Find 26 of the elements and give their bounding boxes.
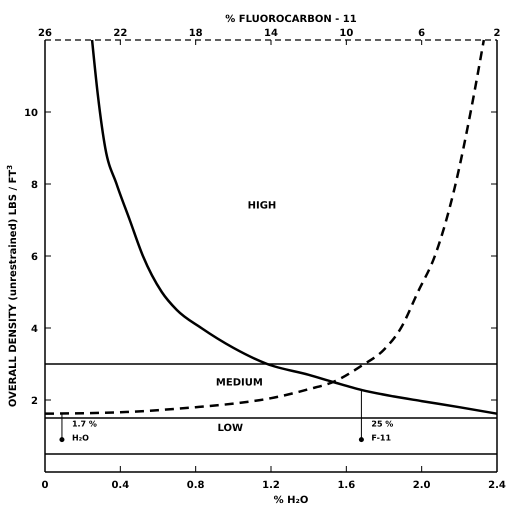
annotation: 25 % F-11 [371,420,394,443]
x-tick-label: 2.4 [488,480,506,491]
x-tick-label: 0.8 [186,480,205,491]
y-tick-label: 4 [31,324,38,335]
x-tick-label: 1.2 [262,480,280,491]
y-tick-label: 6 [31,252,38,263]
y-tick-label: 2 [31,396,38,407]
x2-tick-label: 26 [38,28,52,39]
x2-tick-label: 6 [418,28,426,39]
y-tick-label: 8 [31,180,38,191]
annotation: LOW [218,422,244,434]
x2-tick-label: 14 [264,28,278,39]
annotation: HIGH [248,200,276,212]
x-tick-label: 1.6 [337,480,356,491]
x2-tick-label: 18 [188,28,203,39]
x-axis-title: % H₂O [274,495,308,506]
annotation: 1.7 % H₂O [72,420,97,443]
x2-tick-label: 10 [339,28,354,39]
x2-tick-label: 2 [494,28,501,39]
x2-axis-title: % FLUOROCARBON - 11 [225,14,357,25]
x2-tick-label: 22 [113,28,128,39]
x-tick-label: 2.0 [412,480,431,491]
y-tick-label: 10 [24,108,38,119]
annotation: MEDIUM [216,378,263,389]
x-tick-label: 0 [42,480,49,491]
x-tick-label: 0.4 [111,480,130,491]
